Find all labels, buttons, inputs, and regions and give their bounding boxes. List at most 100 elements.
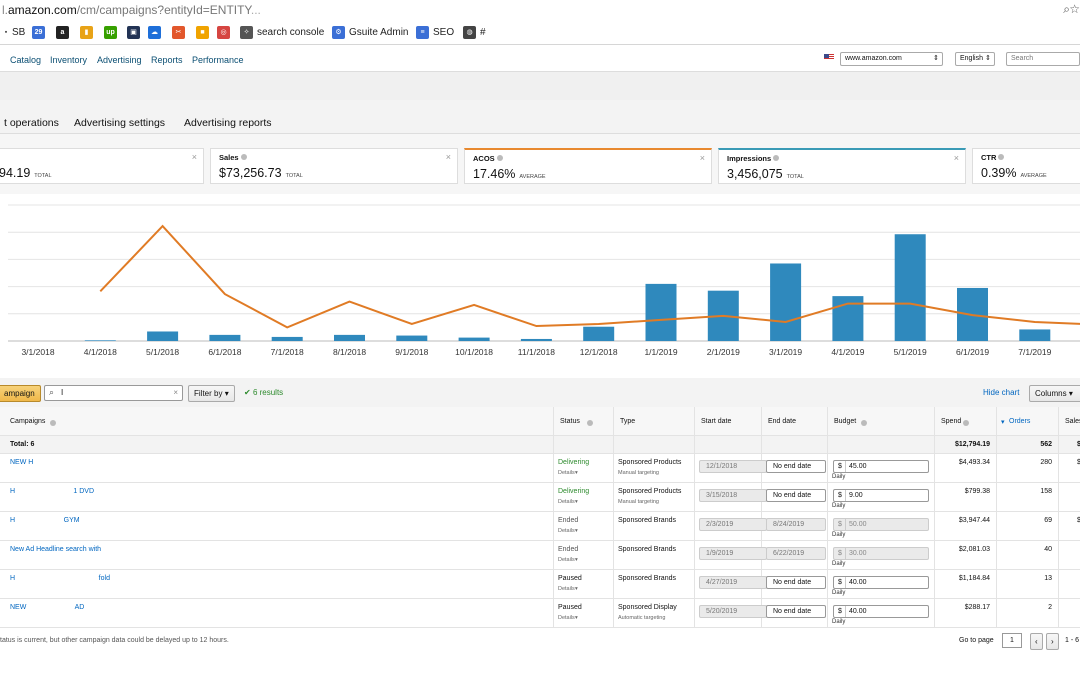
info-icon[interactable] [998,154,1005,160]
close-icon[interactable]: × [699,153,705,163]
filter-button[interactable]: Filter by ▾ [188,385,235,402]
budget-input[interactable]: $40.00 [833,576,929,589]
nav-catalog[interactable]: Catalog [10,55,42,65]
details-link[interactable]: Details [558,586,575,592]
zoom-icon[interactable]: ⌕ [1063,2,1070,16]
budget-input[interactable]: $45.00 [833,460,929,473]
url-text[interactable]: l.amazon.com/cm/campaigns?entityId=ENTIT… [2,3,261,17]
prev-page-button[interactable]: ‹ [1030,633,1043,650]
bookmark-0[interactable]: ▪ SB [4,25,26,39]
column-header-sales[interactable]: Sales [1059,407,1080,435]
column-header-campaigns[interactable]: Campaigns [0,407,554,435]
campaign-name-link[interactable]: NEW AD [10,604,85,611]
x-tick-label: 11/1/2018 [518,347,555,357]
cell-sales [1059,599,1080,627]
campaign-name-link[interactable]: H 1 DVD [10,488,95,495]
close-icon[interactable]: × [445,152,451,162]
bookmark-12[interactable]: ≡ SEO [416,25,454,39]
bookmark-5[interactable]: ▣ [127,25,140,39]
sort-desc-icon[interactable]: ▾ [1001,419,1005,426]
column-header-start[interactable]: Start date [695,407,762,435]
column-header-spend[interactable]: Spend [935,407,997,435]
nav-reports[interactable]: Reports [151,55,183,65]
columns-button[interactable]: Columns ▾ [1029,385,1080,402]
campaign-name-link[interactable]: New Ad Headline search with [10,546,102,553]
campaign-name-link[interactable]: H GYM [10,517,80,524]
info-icon[interactable] [496,155,503,161]
campaign-name-link[interactable]: NEW H [10,459,34,466]
clear-icon[interactable]: × [173,388,178,397]
metric-card-spend[interactable]: 94.19 TOTAL × [0,148,204,184]
search-icon: ⌕ [49,387,55,397]
info-icon[interactable] [773,155,780,161]
campaign-search-input[interactable]: ⌕ I × [44,385,183,401]
bookmark-13[interactable]: ◍ # [463,25,486,39]
next-page-button[interactable]: › [1046,633,1059,650]
budget-input[interactable]: $40.00 [833,605,929,618]
campaign-type: Sponsored Brands [618,546,676,553]
bookmark-4[interactable]: up [104,25,117,39]
bookmark-7[interactable]: ✂ [172,25,185,39]
details-link[interactable]: Details [558,499,575,505]
search-input[interactable]: Search [1006,52,1080,66]
end-date-field[interactable]: No end date [766,489,826,502]
x-tick-label: 1/1/2019 [644,347,677,357]
column-header-end[interactable]: End date [762,407,828,435]
end-date-field[interactable]: No end date [766,576,826,589]
cell-spend: $288.17 [935,599,997,627]
details-link[interactable]: Details [558,615,575,621]
info-icon[interactable] [50,420,56,426]
close-icon[interactable]: × [953,153,959,163]
column-header-orders[interactable]: Orders ▾ [997,407,1059,435]
nav-advertising[interactable]: Advertising [97,55,142,65]
language-select[interactable]: English ⇕ [955,52,995,66]
bookmark-2[interactable]: a [56,25,69,39]
campaign-name-link[interactable]: H fold [10,575,110,582]
end-date-field[interactable]: No end date [766,605,826,618]
bookmark-6[interactable]: ☁ [148,25,161,39]
bookmark-11[interactable]: ⚙ Gsuite Admin [332,25,408,39]
budget-value: 45.00 [849,463,867,470]
bookmark-10[interactable]: ✧ search console [240,25,324,39]
bookmark-star-icon[interactable]: ☆ [1069,2,1080,16]
budget-input[interactable]: $9.00 [833,489,929,502]
tab-advertising-reports[interactable]: Advertising reports [184,117,272,129]
bookmark-3[interactable]: ▮ [80,25,93,39]
table-row: H fold Paused Details ▾ Sponsored Brands 4/27… [0,570,1080,599]
info-icon[interactable] [240,154,247,160]
start-date-field: 2/3/2019 [699,518,767,531]
details-link[interactable]: Details [558,470,575,476]
spend-value: $4,493.34 [958,459,990,466]
details-link[interactable]: Details [558,528,575,534]
nav-inventory[interactable]: Inventory [50,55,88,65]
metric-card-impressions[interactable]: Impressions 3,456,075 TOTAL × [718,148,966,184]
column-header-status[interactable]: Status [554,407,614,435]
chevron-icon: ⇕ [985,55,991,62]
bookmark-8[interactable]: ■ [196,25,209,39]
close-icon[interactable]: × [191,152,197,162]
page-input[interactable]: 1 [1002,633,1022,648]
table-footer: tatus is current, but other campaign dat… [0,630,1080,652]
tab-advertising-settings[interactable]: Advertising settings [74,117,166,129]
browser-url-bar[interactable]: l.amazon.com/cm/campaigns?entityId=ENTIT… [0,0,1080,20]
info-icon[interactable] [963,420,969,426]
chevron-down-icon: ▾ [575,528,578,534]
column-header-type[interactable]: Type [614,407,695,435]
end-date-field[interactable]: No end date [766,460,826,473]
metric-card-acos[interactable]: ACOS 17.46% AVERAGE × [464,148,712,184]
hide-chart-link[interactable]: Hide chart [983,388,1020,397]
column-header-budget[interactable]: Budget [828,407,935,435]
cell-budget: $9.00 Daily [828,483,935,511]
metric-card-sales[interactable]: Sales $73,256.73 TOTAL × [210,148,458,184]
bookmark-1[interactable]: 29 [32,25,45,39]
tab-operations[interactable]: t operations [4,117,59,129]
bookmark-9[interactable]: ◎ [217,25,230,39]
nav-performance[interactable]: Performance [192,55,244,65]
cell-start: 4/27/2019 [695,570,767,598]
metric-card-ctr[interactable]: CTR 0.39% AVERAGE [972,148,1080,184]
details-link[interactable]: Details [558,557,575,563]
info-icon[interactable] [861,420,867,426]
info-icon[interactable] [587,420,593,426]
create-campaign-button[interactable]: ampaign [0,385,41,402]
marketplace-select[interactable]: www.amazon.com ⇕ [840,52,943,66]
